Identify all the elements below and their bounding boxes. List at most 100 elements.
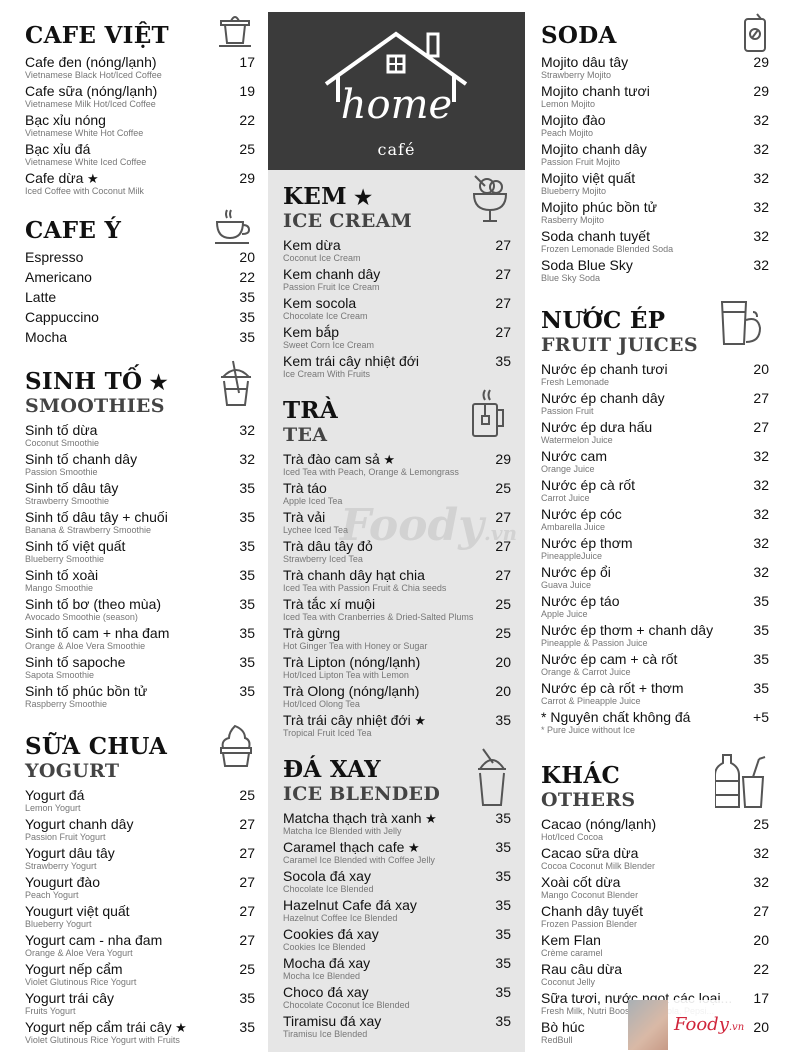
menu-item[interactable]: Mojito phúc bồn tử Rasberry Mojito 32 (541, 200, 769, 229)
menu-item[interactable]: Trà đào cam sả ★ Iced Tea with Peach, Ora… (283, 452, 511, 481)
menu-item[interactable]: Tiramisu đá xay Tiramisu Ice Blended 35 (283, 1014, 511, 1043)
menu-item[interactable]: Kem dừa Coconut Ice Cream 27 (283, 238, 511, 267)
menu-item[interactable]: Nước ép cóc Ambarella Juice 32 (541, 507, 769, 536)
menu-item[interactable]: Latte 35 (25, 290, 255, 310)
menu-item[interactable]: Mojito dâu tây Strawberry Mojito 29 (541, 55, 769, 84)
menu-item[interactable]: Kem chanh dây Passion Fruit Ice Cream 27 (283, 267, 511, 296)
menu-item[interactable]: Americano 22 (25, 270, 255, 290)
menu-item[interactable]: Trà trái cây nhiệt đới ★ Tropical Fruit I… (283, 713, 511, 742)
menu-item[interactable]: Sinh tố cam + nha đam Orange & Aloe Vera … (25, 626, 255, 655)
menu-item[interactable]: Nước ép chanh dây Passion Fruit 27 (541, 391, 769, 420)
menu-item[interactable]: Cafe đen (nóng/lạnh) Vietnamese Black Hot… (25, 55, 255, 84)
item-name-text: Caramel thạch cafe (283, 839, 405, 855)
item-price: 32 (753, 564, 769, 580)
item-name: Kem socola (283, 296, 511, 311)
item-price: 35 (495, 984, 511, 1000)
menu-item[interactable]: Choco đá xay Chocolate Coconut Ice Blende… (283, 985, 511, 1014)
menu-item[interactable]: Sinh tố xoài Mango Smoothie 35 (25, 568, 255, 597)
menu-item[interactable]: Kem bắp Sweet Corn Ice Cream 27 (283, 325, 511, 354)
menu-item[interactable]: Cafe dừa ★ Iced Coffee with Coconut Milk 2… (25, 171, 255, 200)
menu-item[interactable]: Nước ép cà rốt Carrot Juice 32 (541, 478, 769, 507)
menu-item[interactable]: Nước ép cam + cà rốt Orange & Carrot Juic… (541, 652, 769, 681)
menu-item[interactable]: Rau câu dừa Coconut Jelly 22 (541, 962, 769, 991)
menu-item[interactable]: Nước ép thơm PineappleJuice 32 (541, 536, 769, 565)
menu-item[interactable]: Yogurt nếp cẩm Violet Glutinous Rice Yogu… (25, 962, 255, 991)
menu-item[interactable]: Sinh tố dừa Coconut Smoothie 32 (25, 423, 255, 452)
menu-item[interactable]: Trà Olong (nóng/lạnh) Hot/Iced Olong Tea 2… (283, 684, 511, 713)
menu-item[interactable]: Yogurt đá Lemon Yogurt 25 (25, 788, 255, 817)
menu-item[interactable]: Trà gừng Hot Ginger Tea with Honey or Sug… (283, 626, 511, 655)
menu-item[interactable]: Sinh tố phúc bồn tử Raspberry Smoothie 35 (25, 684, 255, 713)
menu-item-list: Kem dừa Coconut Ice Cream 27 Kem chanh dây P… (283, 238, 511, 383)
item-description: Banana & Strawberry Smoothie (25, 525, 152, 535)
item-name-text: Kem Flan (541, 932, 601, 948)
item-name-text: Kem trái cây nhiệt đới (283, 353, 420, 369)
menu-item[interactable]: Yougurt việt quất Blueberry Yogurt 27 (25, 904, 255, 933)
menu-item[interactable]: Yogurt trái cây Fruits Yogurt 35 (25, 991, 255, 1020)
menu-item[interactable]: Cafe sữa (nóng/lạnh) Vietnamese Milk Hot/… (25, 84, 255, 113)
item-description: Iced Tea with Peach, Orange & Lemongrass (283, 467, 459, 477)
menu-item[interactable]: Cappuccino 35 (25, 310, 255, 330)
menu-item[interactable]: Nước ép cà rốt + thơm Carrot & Pineapple … (541, 681, 769, 710)
menu-item[interactable]: Mojito chanh tươi Lemon Mojito 29 (541, 84, 769, 113)
menu-item[interactable]: Xoài cốt dừa Mango Coconut Blender 32 (541, 875, 769, 904)
menu-item[interactable]: Nước ép táo Apple Juice 35 (541, 594, 769, 623)
menu-item[interactable]: Nước cam Orange Juice 32 (541, 449, 769, 478)
menu-item[interactable]: Sinh tố chanh dây Passion Smoothie 32 (25, 452, 255, 481)
menu-item[interactable]: Trà chanh dây hạt chia Iced Tea with Pass… (283, 568, 511, 597)
menu-item[interactable]: Nước ép dưa hấu Watermelon Juice 27 (541, 420, 769, 449)
item-description: Blueberry Smoothie (25, 554, 105, 564)
menu-item[interactable]: Yogurt dâu tây Strawberry Yogurt 27 (25, 846, 255, 875)
menu-item[interactable]: Yogurt cam - nha đam Orange & Aloe Vera Y… (25, 933, 255, 962)
menu-item[interactable]: Soda chanh tuyết Frozen Lemonade Blended … (541, 229, 769, 258)
item-price: 25 (239, 141, 255, 157)
item-description: Hot Ginger Tea with Honey or Sugar (283, 641, 428, 651)
menu-item[interactable]: Kem socola Chocolate Ice Cream 27 (283, 296, 511, 325)
menu-item[interactable]: Mocha 35 (25, 330, 255, 350)
item-name-text: Kem chanh dây (283, 266, 381, 282)
menu-item[interactable]: Yougurt đào Peach Yogurt 27 (25, 875, 255, 904)
menu-item[interactable]: Trà Lipton (nóng/lạnh) Hot/Iced Lipton Te… (283, 655, 511, 684)
menu-item[interactable]: Kem trái cây nhiệt đới Ice Cream With Fru… (283, 354, 511, 383)
menu-item[interactable]: Sinh tố sapoche Sapota Smoothie 35 (25, 655, 255, 684)
menu-item[interactable]: Trà táo Apple Iced Tea 25 (283, 481, 511, 510)
menu-item[interactable]: Yogurt nếp cẩm trái cây ★ Violet Glutinou… (25, 1020, 255, 1049)
item-name-text: Nước ép ổi (541, 564, 611, 580)
menu-item[interactable]: Mojito việt quất Blueberry Mojito 32 (541, 171, 769, 200)
menu-item[interactable]: Bò húc RedBull 20 (541, 1020, 769, 1049)
menu-item[interactable]: Sinh tố dâu tây Strawberry Smoothie 35 (25, 481, 255, 510)
menu-item[interactable]: Espresso 20 (25, 250, 255, 270)
item-description: Hot/Iced Olong Tea (283, 699, 360, 709)
menu-item[interactable]: Cacao (nóng/lạnh) Hot/Iced Cocoa 25 (541, 817, 769, 846)
menu-item[interactable]: * Nguyên chất không đá * Pure Juice witho… (541, 710, 769, 739)
menu-item[interactable]: Sinh tố dâu tây + chuối Banana & Strawber… (25, 510, 255, 539)
menu-item[interactable]: Kem Flan Crème caramel 20 (541, 933, 769, 962)
menu-item[interactable]: Sinh tố bơ (theo mùa) Avocado Smoothie (s… (25, 597, 255, 626)
menu-item[interactable]: Caramel thạch cafe ★ Caramel Ice Blended … (283, 840, 511, 869)
menu-item[interactable]: Nước ép chanh tươi Fresh Lemonade 20 (541, 362, 769, 391)
menu-item[interactable]: Cacao sữa dừa Cocoa Coconut Milk Blender 3… (541, 846, 769, 875)
menu-item[interactable]: Trà dâu tây đỏ Strawberry Iced Tea 27 (283, 539, 511, 568)
menu-item[interactable]: Nước ép ổi Guava Juice 32 (541, 565, 769, 594)
menu-item[interactable]: Socola đá xay Chocolate Ice Blended 35 (283, 869, 511, 898)
item-name: Yogurt chanh dây (25, 817, 255, 832)
menu-item[interactable]: Mojito chanh dây Passion Fruit Mojito 32 (541, 142, 769, 171)
menu-item[interactable]: Bạc xỉu đá Vietnamese White Iced Coffee 25 (25, 142, 255, 171)
menu-item[interactable]: Sinh tố việt quất Blueberry Smoothie 35 (25, 539, 255, 568)
menu-item[interactable]: Mojito đào Peach Mojito 32 (541, 113, 769, 142)
menu-item[interactable]: Cookies đá xay Cookies Ice Blended 35 (283, 927, 511, 956)
item-name: Yogurt dâu tây (25, 846, 255, 861)
menu-item[interactable]: Chanh dây tuyết Frozen Passion Blender 27 (541, 904, 769, 933)
item-name-text: Sinh tố xoài (25, 567, 99, 583)
menu-item[interactable]: Soda Blue Sky Blue Sky Soda 32 (541, 258, 769, 287)
menu-item[interactable]: Hazelnut Cafe đá xay Hazelnut Coffee Ice … (283, 898, 511, 927)
item-name-text: Cacao sữa dừa (541, 845, 639, 861)
item-name-text: * Nguyên chất không đá (541, 709, 691, 725)
menu-item[interactable]: Matcha thạch trà xanh ★ Matcha Ice Blende… (283, 811, 511, 840)
menu-item[interactable]: Mocha đá xay Mocha Ice Blended 35 (283, 956, 511, 985)
menu-item[interactable]: Trà tắc xí muội Iced Tea with Cranberries… (283, 597, 511, 626)
menu-item[interactable]: Yogurt chanh dây Passion Fruit Yogurt 27 (25, 817, 255, 846)
menu-item[interactable]: Trà vải Lychee Iced Tea 27 (283, 510, 511, 539)
menu-item[interactable]: Bạc xỉu nóng Vietnamese White Hot Coffee 2… (25, 113, 255, 142)
menu-item[interactable]: Nước ép thơm + chanh dây Pineapple & Pass… (541, 623, 769, 652)
